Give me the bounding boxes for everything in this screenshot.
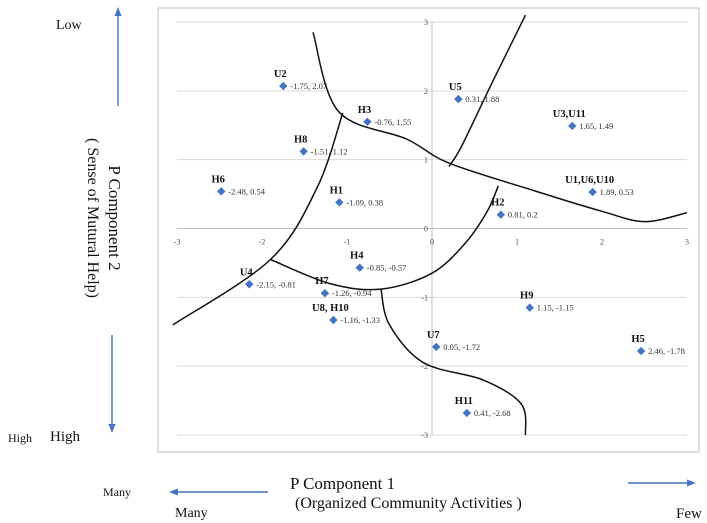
data-point-value: -2.48, 0.54 bbox=[228, 186, 266, 196]
axes bbox=[177, 22, 687, 435]
data-point-marker bbox=[454, 94, 463, 104]
x-tick-label: 0 bbox=[430, 238, 434, 247]
x-axis-title-1: P Component 1 bbox=[290, 474, 396, 493]
boundary-curve bbox=[270, 185, 499, 291]
data-point-name: U2 bbox=[274, 69, 287, 80]
data-point-name: H4 bbox=[350, 251, 364, 262]
data-point-marker bbox=[568, 121, 577, 131]
y-tick-label: -2 bbox=[421, 362, 428, 371]
data-point-name: H6 bbox=[211, 174, 224, 185]
data-point-marker bbox=[363, 117, 372, 127]
data-point-name: U5 bbox=[449, 82, 462, 93]
data-point-value: 1.15, -1.15 bbox=[537, 303, 574, 313]
data-point-value: -1.26, -0.94 bbox=[332, 288, 372, 298]
x-tick-label: -3 bbox=[174, 238, 181, 247]
boundary-curve bbox=[448, 14, 527, 167]
data-point-name: U1,U6,U10 bbox=[565, 175, 614, 186]
gridlines bbox=[177, 21, 687, 436]
boundary-curve bbox=[380, 288, 527, 436]
data-point-value: -1.75, 2.07 bbox=[290, 81, 327, 91]
tick-labels: -3 -2 -1 0 1 2 3 3 2 1 0 -1 -2 -3 bbox=[174, 18, 689, 440]
boundary-curves bbox=[172, 14, 688, 436]
data-point-marker bbox=[588, 187, 597, 197]
data-point-value: -1.51, 1.12 bbox=[311, 146, 348, 156]
data-point-marker bbox=[432, 342, 441, 352]
data-point-marker bbox=[525, 303, 534, 312]
x-tick-label: -1 bbox=[344, 238, 351, 247]
data-point-marker bbox=[355, 263, 364, 272]
data-point-name: H7 bbox=[315, 276, 328, 287]
y-axis-title-1: P Component 2 bbox=[105, 165, 124, 271]
y-arrow bbox=[108, 7, 122, 433]
data-point-value: -1.09, 0.38 bbox=[346, 197, 383, 207]
y-tick-label: 0 bbox=[424, 225, 428, 234]
data-point-marker bbox=[217, 187, 226, 196]
data-point-name: H8 bbox=[294, 134, 307, 145]
data-point-value: 1.89, 0.53 bbox=[600, 187, 634, 197]
x-axis-title-2: (Organized Community Activities ) bbox=[295, 495, 522, 512]
x-tick-label: -2 bbox=[259, 238, 266, 247]
data-points: U2-1.75, 2.07 U50.31, 1.88 H3-0.76, 1.55 U3… bbox=[211, 69, 684, 418]
y-bottom-label-2: High bbox=[50, 429, 80, 445]
data-point-marker bbox=[335, 198, 344, 207]
data-point-name: U4 bbox=[240, 267, 254, 278]
y-tick-label: -1 bbox=[421, 293, 428, 302]
x-tick-label: 3 bbox=[685, 238, 689, 247]
data-point-name: H11 bbox=[455, 396, 473, 407]
data-point-name: U3,U11 bbox=[553, 109, 586, 120]
data-point-value: 2.46, -1.78 bbox=[648, 346, 685, 356]
y-tick-label: 1 bbox=[424, 156, 428, 165]
data-point-name: H5 bbox=[631, 334, 644, 345]
x-arrow bbox=[169, 479, 696, 496]
data-point-marker bbox=[320, 289, 330, 298]
data-point-value: -0.76, 1.55 bbox=[374, 117, 411, 127]
data-point-name: H3 bbox=[358, 105, 371, 116]
x-right-label: Few bbox=[676, 506, 702, 522]
y-tick-label: 2 bbox=[424, 87, 428, 96]
data-point-value: 0.81, 0.2 bbox=[508, 210, 538, 220]
boundary-curve bbox=[312, 32, 688, 223]
y-tick-label: -3 bbox=[421, 431, 428, 440]
x-left-label-1: Many bbox=[103, 485, 131, 499]
data-point-name: H9 bbox=[520, 291, 533, 302]
data-point-marker bbox=[636, 346, 646, 356]
y-tick-label: 3 bbox=[424, 18, 428, 27]
data-point-marker bbox=[496, 210, 506, 219]
boundary-curve bbox=[172, 112, 344, 326]
data-point-marker bbox=[245, 280, 254, 289]
y-top-label: Low bbox=[56, 18, 82, 33]
data-point-name: H2 bbox=[491, 198, 504, 209]
data-point-name: U7 bbox=[427, 330, 440, 341]
x-tick-label: 2 bbox=[600, 238, 604, 247]
data-point-name: U8, H10 bbox=[312, 303, 349, 314]
data-point-marker bbox=[462, 408, 472, 418]
data-point-value: -2.15, -0.81 bbox=[256, 279, 296, 289]
x-left-label-2: Many bbox=[175, 506, 208, 521]
data-point-value: 0.05, -1.72 bbox=[443, 342, 480, 352]
data-point-value: -1.16, -1.33 bbox=[340, 315, 380, 325]
data-point-value: 1.65, 1.49 bbox=[579, 121, 613, 131]
plot-frame bbox=[157, 7, 700, 453]
data-point-value: -0.85, -0.57 bbox=[367, 263, 407, 273]
data-point-marker bbox=[299, 147, 308, 156]
y-axis-title-2: ( Sense of Mutural Help) bbox=[84, 138, 101, 298]
data-point-value: 0.41, -2.68 bbox=[474, 408, 511, 418]
x-tick-label: 1 bbox=[515, 238, 519, 247]
data-point-value: 0.31, 1.88 bbox=[465, 94, 499, 104]
y-bottom-label-1: High bbox=[8, 431, 32, 445]
data-point-marker bbox=[279, 81, 288, 91]
data-point-marker bbox=[329, 315, 338, 325]
data-point-name: H1 bbox=[330, 185, 343, 196]
